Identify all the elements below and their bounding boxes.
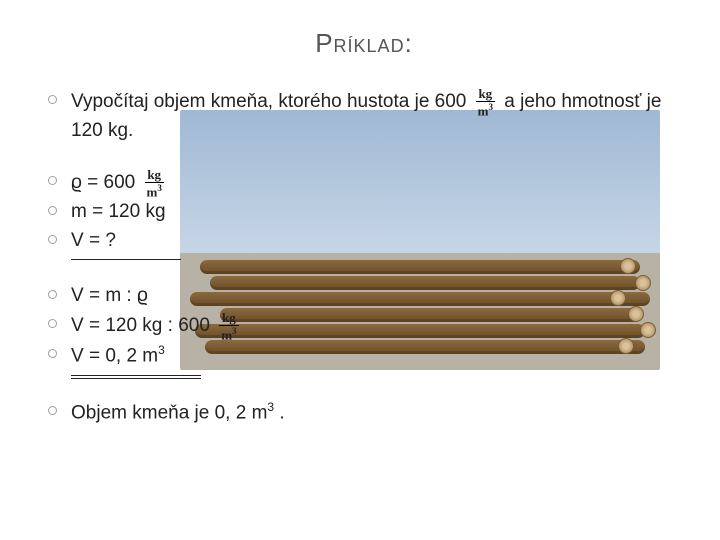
intro-bullet: Vypočítaj objem kmeňa, ktorého hustota j… [48,87,680,146]
given-volume-q: V = ? [48,227,680,256]
result-text: V = 0, 2 m3 [71,341,680,371]
frac-den: m3 [219,326,238,341]
formula-text: V = m : ϱ [71,282,680,311]
intro-before: Vypočítaj objem kmeňa, ktorého hustota j… [71,91,466,112]
rho-unit-fraction: kg m3 [145,168,164,198]
bullet-icon [48,176,57,185]
frac-den-base: m [221,327,232,342]
content-area: Vypočítaj objem kmeňa, ktorého hustota j… [48,87,680,428]
bullet-icon [48,349,57,358]
intro-unit-fraction: kg m3 [476,87,495,117]
answer-text: Objem kmeňa je 0, 2 m3 . [71,398,680,428]
rho-label: ϱ = 600 [71,172,135,193]
intro-text: Vypočítaj objem kmeňa, ktorého hustota j… [71,87,680,146]
slide: Príklad: Vypočítaj objem kmeňa, ktorého … [0,0,720,540]
intro-group: Vypočítaj objem kmeňa, ktorého hustota j… [48,87,680,146]
bullet-icon [48,235,57,244]
answer-group: Objem kmeňa je 0, 2 m3 . [48,398,680,428]
bullet-icon [48,290,57,299]
frac-num: kg [219,311,238,326]
bullet-icon [48,206,57,215]
bullet-icon [48,319,57,328]
frac-num: kg [476,87,495,102]
frac-den-exp: 3 [489,102,494,112]
sub-unit-fraction: kg m3 [219,311,238,341]
answer-before: Objem kmeňa je 0, 2 m [71,402,267,423]
volume-q-text: V = ? [71,227,680,256]
frac-den-exp: 3 [232,326,237,336]
frac-den: m3 [476,102,495,117]
solution-result: V = 0, 2 m3 [48,341,680,371]
frac-den-exp: 3 [157,183,162,193]
single-underline [71,259,181,260]
answer-after: . [274,402,285,423]
substitution-text: V = 120 kg : 600 kg m3 [71,311,680,341]
given-group: ϱ = 600 kg m3 m = 120 kg V = ? [48,168,680,260]
result-before: V = 0, 2 m [71,345,158,366]
bullet-icon [48,95,57,104]
frac-den: m3 [145,183,164,198]
given-rho-text: ϱ = 600 kg m3 [71,168,680,198]
frac-den-base: m [478,103,489,118]
solution-group: V = m : ϱ V = 120 kg : 600 kg m3 V = 0, … [48,282,680,376]
result-exp: 3 [158,343,165,357]
double-underline [71,375,201,376]
answer-line: Objem kmeňa je 0, 2 m3 . [48,398,680,428]
solution-substitution: V = 120 kg : 600 kg m3 [48,311,680,341]
frac-num: kg [145,168,164,183]
frac-den-base: m [147,184,158,199]
slide-title: Príklad: [48,28,680,59]
solution-formula: V = m : ϱ [48,282,680,311]
mass-text: m = 120 kg [71,198,680,227]
given-mass: m = 120 kg [48,198,680,227]
sub-before: V = 120 kg : 600 [71,315,210,336]
bullet-icon [48,406,57,415]
given-rho: ϱ = 600 kg m3 [48,168,680,198]
